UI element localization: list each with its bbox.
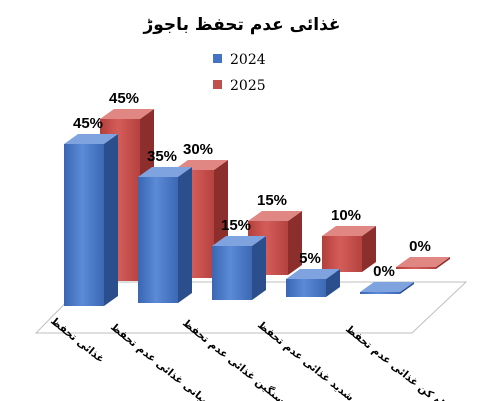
bar-front-face	[64, 144, 104, 306]
bar-side-face	[326, 269, 340, 297]
value-label-2025-4: 10%	[331, 207, 361, 224]
legend-label-2024: 2024	[230, 52, 266, 68]
bars-layer	[64, 109, 450, 306]
value-label-2025-3: 15%	[257, 192, 287, 209]
value-label-2024-2: 35%	[147, 148, 177, 165]
bar-2024-1	[64, 134, 118, 306]
bar-side-face	[400, 282, 414, 294]
bar-side-face	[178, 167, 192, 303]
bar-front-face	[212, 246, 252, 300]
bar-2024-4	[286, 269, 340, 297]
value-label-2024-4: 5%	[299, 250, 321, 267]
bar-side-face	[252, 236, 266, 300]
value-label-2024-3: 15%	[221, 217, 251, 234]
bar-side-face	[288, 211, 302, 275]
category-label-5: تباہ کن غذائی عدم تحفظ	[343, 323, 453, 401]
bar-top-face	[212, 236, 266, 246]
value-label-2024-5: 0%	[373, 263, 395, 280]
bar-side-face	[362, 226, 376, 272]
legend: 2024 2025	[213, 52, 266, 94]
bar-top-face	[360, 282, 414, 292]
bar-front-face	[360, 292, 400, 294]
bar-top-face	[322, 226, 376, 236]
bar-front-face	[138, 177, 178, 303]
bar-2024-2	[138, 167, 192, 303]
bar-top-face	[248, 211, 302, 221]
bar-front-face	[322, 236, 362, 272]
value-label-2025-5: 0%	[409, 238, 431, 255]
chart-title: غذائی عدم تحفظ باجوڑ	[142, 15, 340, 35]
legend-swatch-2025	[213, 80, 222, 89]
value-label-2025-1: 45%	[109, 90, 139, 107]
bar-side-face	[436, 257, 450, 269]
bar-top-face	[100, 109, 154, 119]
bar-top-face	[286, 269, 340, 279]
legend-swatch-2024	[213, 54, 222, 63]
bar-2025-5	[396, 257, 450, 269]
value-labels-layer: 45% 45% 30% 35% 15% 15% 10% 5% 0% 0%	[73, 90, 431, 280]
bar-top-face	[64, 134, 118, 144]
bar-top-face	[138, 167, 192, 177]
category-label-1: غذائی تحفظ	[48, 315, 106, 365]
bar-side-face	[104, 134, 118, 306]
bar-top-face	[396, 257, 450, 267]
value-label-2024-1: 45%	[73, 115, 103, 132]
bar-2024-3	[212, 236, 266, 300]
value-label-2025-2: 30%	[183, 141, 213, 158]
legend-label-2025: 2025	[230, 78, 266, 94]
bar-2025-4	[322, 226, 376, 272]
bar-front-face	[396, 267, 436, 269]
bar-2024-5	[360, 282, 414, 294]
bar-front-face	[286, 279, 326, 297]
